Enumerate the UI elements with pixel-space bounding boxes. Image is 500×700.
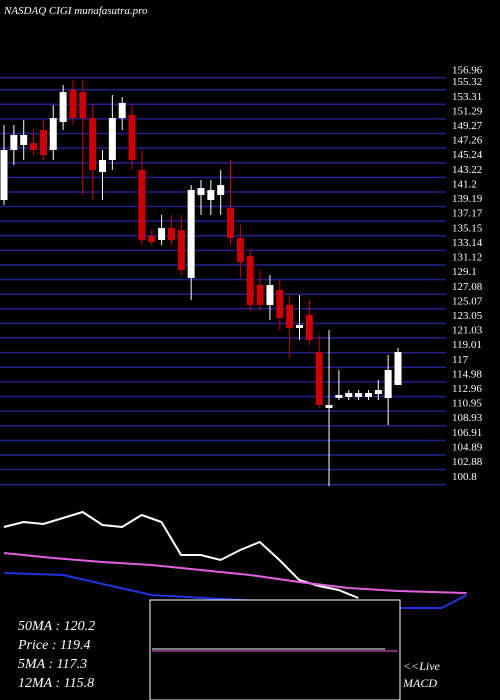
- candle-body: [296, 324, 303, 329]
- candle-body: [148, 236, 156, 243]
- candle-body: [187, 190, 195, 278]
- y-tick-label: 143.22: [452, 164, 482, 176]
- candle-body: [79, 92, 87, 119]
- candle-body: [345, 392, 353, 397]
- ma-stat: 50MA : 120.2: [18, 619, 95, 634]
- candle-body: [20, 134, 28, 145]
- candle-body: [177, 230, 185, 270]
- y-tick-label: 121.03: [452, 325, 483, 337]
- indicator-line: [3, 552, 467, 594]
- candle-body: [315, 351, 323, 406]
- y-tick-label: 133.14: [452, 237, 483, 249]
- y-tick-label: 110.95: [452, 398, 482, 410]
- y-tick-label: 153.31: [452, 91, 482, 103]
- y-tick-label: 123.05: [452, 310, 483, 322]
- candle-body: [355, 392, 363, 397]
- candle-body: [305, 314, 313, 340]
- macd-box: [149, 599, 401, 700]
- candle-body: [227, 207, 235, 238]
- candle-body: [246, 256, 254, 305]
- y-tick-label: 106.91: [452, 427, 482, 439]
- y-tick-label: 131.12: [452, 252, 482, 264]
- candle-body: [335, 395, 343, 398]
- candle-body: [0, 149, 8, 201]
- candle-body: [39, 129, 47, 155]
- y-tick-label: 137.17: [452, 208, 483, 220]
- y-tick-label: 151.29: [452, 105, 483, 117]
- y-tick-label: 117: [452, 354, 469, 366]
- candle-body: [108, 118, 116, 160]
- y-tick-label: 141.2: [452, 178, 477, 190]
- candle-body: [89, 118, 97, 170]
- candle-body: [364, 392, 372, 397]
- candle-body: [59, 92, 67, 123]
- y-tick-label: 119.01: [452, 339, 482, 351]
- candle-body: [276, 289, 284, 319]
- candle-body: [236, 237, 244, 263]
- y-tick-label: 112.96: [452, 383, 482, 395]
- y-tick-label: 125.07: [452, 295, 483, 307]
- y-tick-label: 145.24: [452, 149, 483, 161]
- y-tick-label: 147.26: [452, 135, 483, 147]
- indicator-line: [3, 510, 359, 599]
- candle-body: [325, 405, 333, 408]
- y-tick-label: 102.88: [452, 456, 483, 468]
- candle-body: [217, 185, 225, 196]
- candle-body: [99, 159, 106, 172]
- y-tick-label: 108.93: [452, 412, 483, 424]
- ma-stat: 12MA : 115.8: [18, 676, 94, 691]
- chart-title: NASDAQ CIGI munafasutra.pro: [3, 5, 148, 17]
- candle-body: [128, 114, 136, 160]
- ma-stat: 5MA : 117.3: [18, 657, 87, 672]
- y-tick-label: 135.15: [452, 222, 483, 234]
- y-tick-label: 156.96: [452, 64, 483, 76]
- y-tick-label: 127.08: [452, 281, 483, 293]
- y-tick-label: 129.1: [452, 266, 477, 278]
- candle-body: [384, 370, 392, 398]
- y-tick-label: 100.8: [452, 471, 477, 483]
- candle-body: [118, 102, 126, 119]
- y-tick-label: 149.27: [452, 120, 483, 132]
- candle-body: [138, 169, 146, 241]
- y-tick-label: 139.19: [452, 193, 483, 205]
- candle-body: [49, 118, 57, 150]
- candle-body: [197, 188, 205, 196]
- y-tick-label: 104.89: [452, 441, 483, 453]
- candle-body: [158, 227, 166, 241]
- candle-body: [167, 227, 175, 241]
- candle-body: [266, 284, 274, 305]
- candle-body: [286, 304, 294, 329]
- macd-label: MACD: [402, 676, 437, 690]
- ma-stat: Price : 119.4: [17, 638, 90, 653]
- y-tick-label: 114.98: [452, 368, 482, 380]
- candle-body: [374, 390, 382, 394]
- candle-body: [30, 143, 38, 150]
- candle-body: [69, 90, 77, 119]
- y-tick-label: 155.32: [452, 76, 482, 88]
- candle-body: [10, 134, 18, 150]
- candle-body: [394, 351, 402, 386]
- candle-body: [207, 190, 215, 201]
- macd-label: <<Live: [403, 659, 441, 673]
- candle-body: [256, 284, 264, 305]
